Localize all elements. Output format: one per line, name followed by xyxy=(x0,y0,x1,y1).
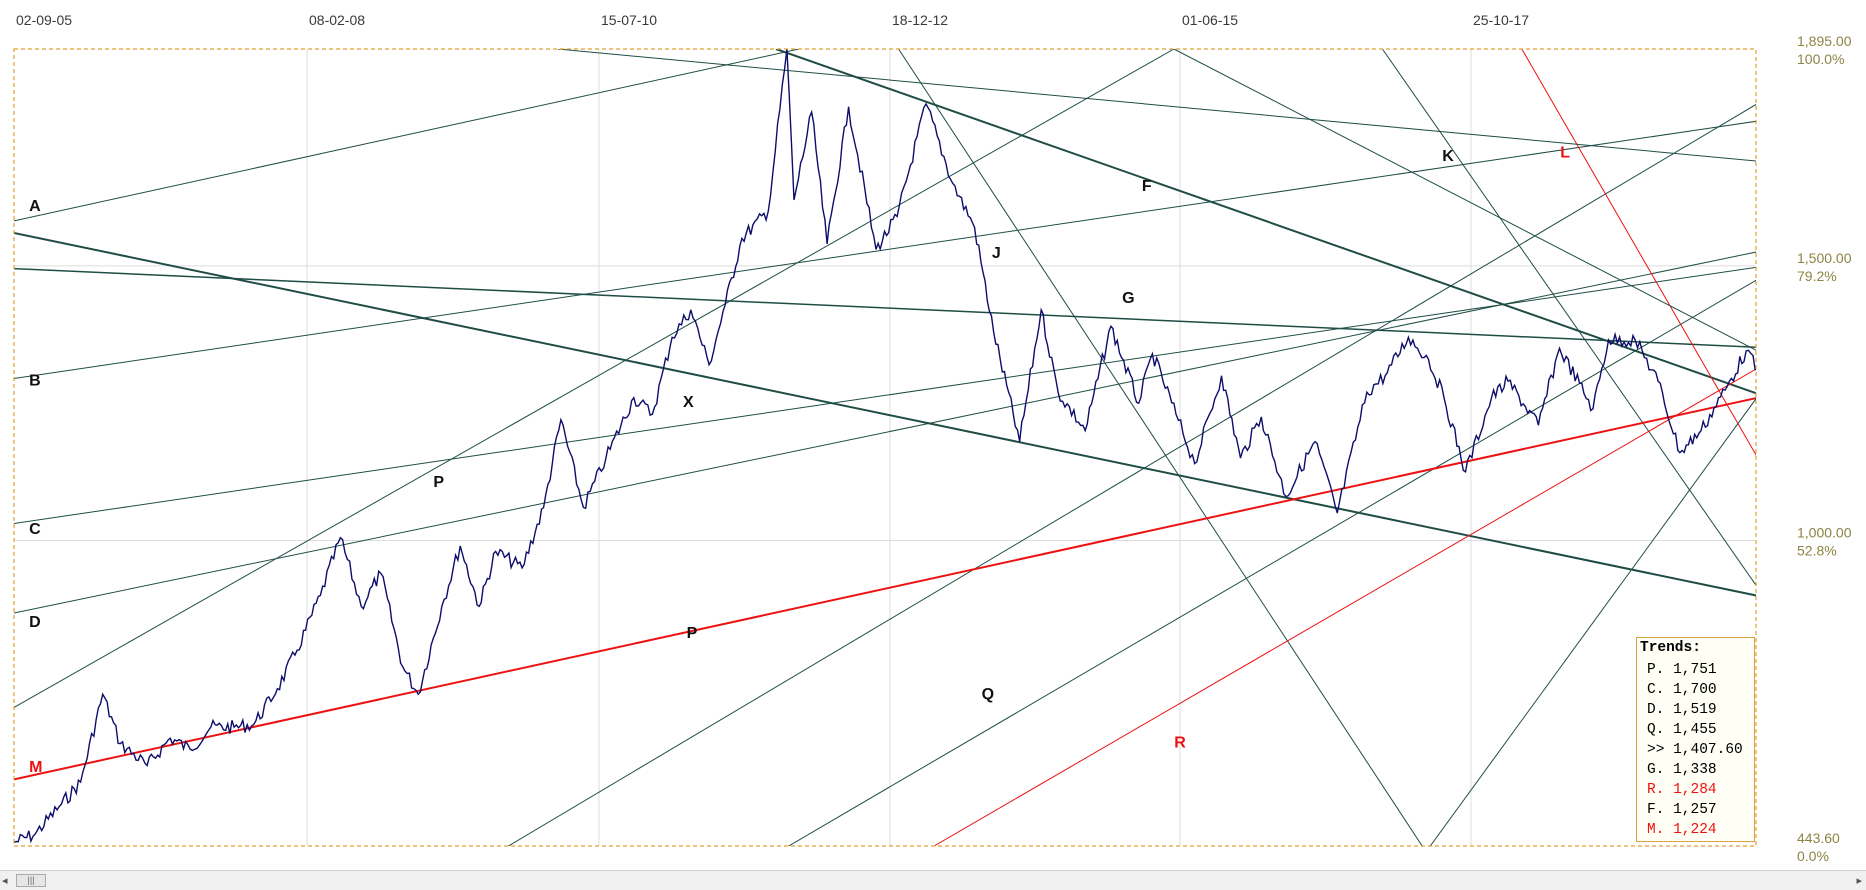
trendline-p xyxy=(14,49,1175,708)
trendline-unlabeled xyxy=(557,49,1756,162)
y-tick-value: 1,895.00 xyxy=(1797,33,1852,49)
trendline-f xyxy=(775,49,1756,395)
scroll-thumb[interactable]: ||| xyxy=(16,874,46,887)
legend-row: Q. 1,455 xyxy=(1647,722,1717,738)
trendlines xyxy=(14,49,1756,846)
trendline-label-g: G xyxy=(1122,290,1134,307)
trendline-l xyxy=(1521,49,1756,456)
legend-row: M. 1,224 xyxy=(1647,822,1717,838)
legend-row: C. 1,700 xyxy=(1647,682,1717,698)
legend-title: Trends: xyxy=(1640,640,1701,656)
legend-rows: P. 1,751 C. 1,700 D. 1,519 Q. 1,455 >> 1,407… xyxy=(1637,660,1754,840)
scroll-right-arrow-icon[interactable]: ▸ xyxy=(1856,875,1862,887)
x-tick-label: 02-09-05 xyxy=(16,12,72,28)
trendline-p xyxy=(508,103,1756,846)
trendline-x xyxy=(14,231,1756,597)
chart: 02-09-05 08-02-08 15-07-10 18-12-12 01-06-15… xyxy=(13,12,1852,864)
x-tick-label: 18-12-12 xyxy=(892,12,948,28)
trendline-unlabeled xyxy=(1429,397,1756,846)
legend-row: P. 1,751 xyxy=(1647,662,1717,678)
legend-row: G. 1,338 xyxy=(1647,762,1717,778)
y-tick-percent: 0.0% xyxy=(1797,848,1829,864)
horizontal-scrollbar[interactable]: ◂ ||| ▸ xyxy=(0,870,1866,890)
trendline-q xyxy=(788,279,1756,846)
legend-row: R. 1,284 xyxy=(1647,782,1717,798)
scroll-left-arrow-icon[interactable]: ◂ xyxy=(2,875,8,887)
legend-row: >> 1,407.60 xyxy=(1647,742,1743,758)
y-tick-value: 443.60 xyxy=(1797,830,1840,846)
trendline-label-x: X xyxy=(683,394,694,411)
trendline-j xyxy=(898,49,1423,846)
trendline-label-p: P xyxy=(687,625,698,642)
trendline-label-q: Q xyxy=(982,686,994,703)
trendline-label-m: M xyxy=(29,759,42,776)
trendline-label-b: B xyxy=(29,373,41,390)
trendline-label-r: R xyxy=(1174,734,1186,751)
trendline-label-d: D xyxy=(29,614,41,631)
y-axis: 1,895.00 100.0% 1,500.00 79.2% 1,000.00 52.8%… xyxy=(1797,33,1852,864)
trendline-r xyxy=(933,368,1756,846)
trendline-label-p: P xyxy=(433,474,444,491)
x-axis: 02-09-05 08-02-08 15-07-10 18-12-12 01-06-15… xyxy=(16,12,1529,28)
x-tick-label: 08-02-08 xyxy=(309,12,365,28)
y-tick-percent: 79.2% xyxy=(1797,268,1837,284)
trendline-c xyxy=(14,266,1756,524)
x-tick-label: 25-10-17 xyxy=(1473,12,1529,28)
trendline-m xyxy=(14,397,1756,781)
x-tick-label: 01-06-15 xyxy=(1182,12,1238,28)
scroll-grip-icon: ||| xyxy=(27,875,35,885)
grid xyxy=(14,49,1756,846)
trendline-label-k: K xyxy=(1442,148,1454,165)
trendline-label-f: F xyxy=(1142,178,1152,195)
plot-area xyxy=(14,49,1756,846)
trendline-a xyxy=(14,49,800,222)
trendline-g xyxy=(14,267,1756,348)
legend-row: D. 1,519 xyxy=(1647,702,1717,718)
y-tick-value: 1,500.00 xyxy=(1797,250,1852,266)
trendline-label-l: L xyxy=(1560,145,1570,162)
trendline-labels: A B C D M P X P Q J G F R K L xyxy=(29,145,1570,776)
trendline-label-a: A xyxy=(29,198,41,215)
trendline-b xyxy=(14,120,1756,379)
trendline-d xyxy=(14,251,1756,614)
y-tick-percent: 52.8% xyxy=(1797,542,1837,558)
x-tick-label: 15-07-10 xyxy=(601,12,657,28)
trendline-label-j: J xyxy=(992,245,1001,262)
trendline-k xyxy=(1381,49,1756,587)
trendline-label-c: C xyxy=(29,521,41,538)
trends-legend: Trends: P. 1,751 C. 1,700 D. 1,519 Q. 1,455… xyxy=(1636,637,1755,842)
y-tick-percent: 100.0% xyxy=(1797,51,1844,67)
y-tick-value: 1,000.00 xyxy=(1797,524,1852,540)
legend-row: F. 1,257 xyxy=(1647,802,1717,818)
trendline-unlabeled xyxy=(1173,49,1756,351)
price-series-line xyxy=(14,49,1756,844)
plot-frame xyxy=(13,48,1757,847)
